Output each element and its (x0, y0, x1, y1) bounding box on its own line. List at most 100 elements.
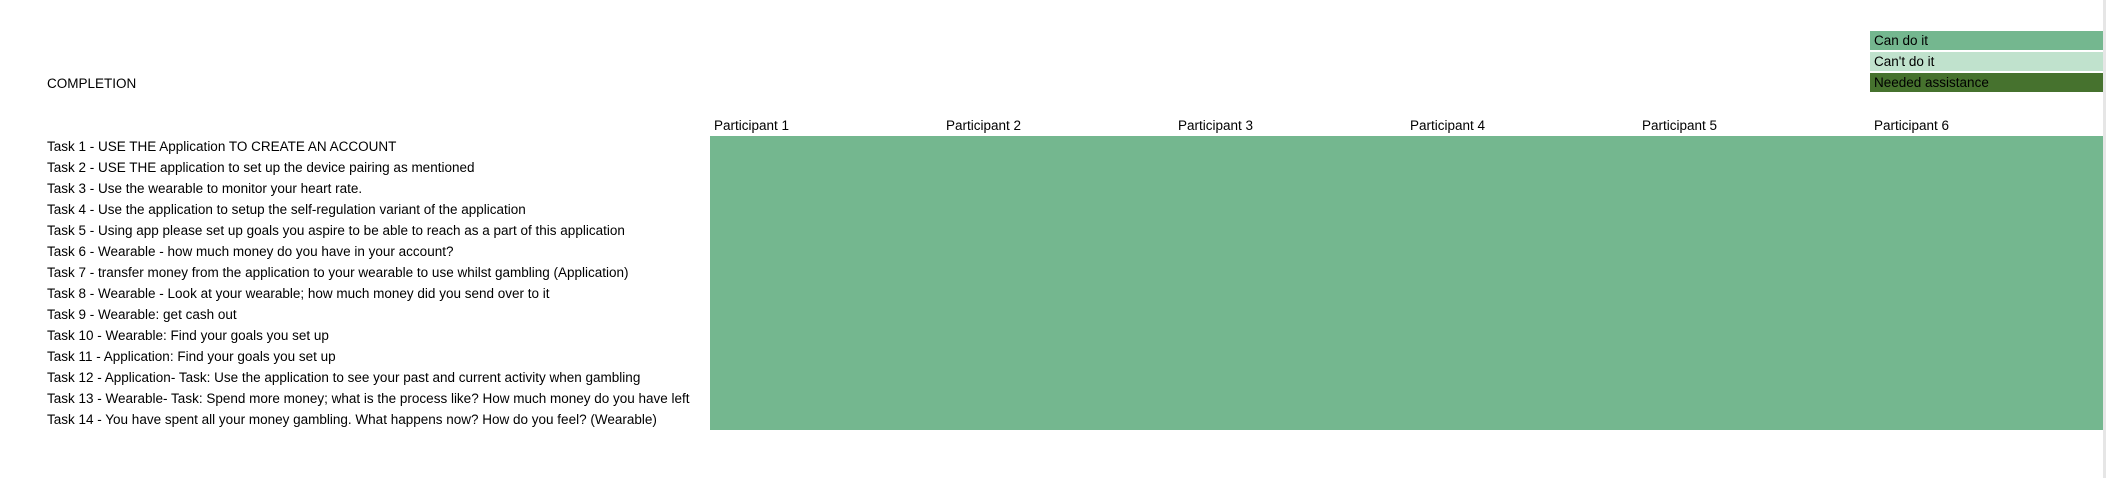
result-cell (1174, 220, 1407, 241)
task-row: Task 8 - Wearable - Look at your wearabl… (47, 286, 550, 301)
result-cell (1406, 199, 1639, 220)
result-cell (1174, 388, 1407, 409)
result-cell (1638, 241, 1871, 262)
result-cell (1174, 262, 1407, 283)
result-cell (710, 283, 943, 304)
completion-title: COMPLETION (47, 76, 137, 91)
result-cell (942, 220, 1175, 241)
result-cell (1638, 136, 1871, 157)
result-cell (1870, 367, 2103, 388)
result-cell (942, 178, 1175, 199)
task-list: Task 1 - USE THE Application TO CREATE A… (47, 136, 690, 430)
result-cell (1406, 220, 1639, 241)
task-row: Task 13 - Wearable- Task: Spend more mon… (47, 391, 690, 406)
result-cell (1638, 409, 1871, 430)
result-cell (1870, 304, 2103, 325)
result-cell (942, 409, 1175, 430)
result-cell (1174, 346, 1407, 367)
result-cell (942, 157, 1175, 178)
result-cell (1174, 178, 1407, 199)
result-cell (1638, 346, 1871, 367)
task-row: Task 3 - Use the wearable to monitor you… (47, 181, 363, 196)
result-cell (1638, 367, 1871, 388)
result-cell (1406, 325, 1639, 346)
result-cell (1870, 136, 2103, 157)
result-cell (1638, 283, 1871, 304)
result-cell (1870, 199, 2103, 220)
result-cell (1174, 367, 1407, 388)
result-cell (1174, 241, 1407, 262)
result-cell (942, 283, 1175, 304)
result-cell (1870, 157, 2103, 178)
result-cell (1638, 304, 1871, 325)
result-cell (1406, 304, 1639, 325)
result-cell (1638, 220, 1871, 241)
result-cell (942, 262, 1175, 283)
legend-item-can-do-it: Can do it (1870, 31, 2103, 50)
result-cell (710, 220, 943, 241)
result-cell (710, 388, 943, 409)
result-cell (1638, 199, 1871, 220)
task-row: Task 2 - USE THE application to set up t… (47, 160, 475, 175)
result-cell (1406, 178, 1639, 199)
result-cell (1174, 157, 1407, 178)
scrollbar-edge (2103, 0, 2106, 478)
result-cell (1638, 157, 1871, 178)
participant-header-row: Participant 1 Participant 2 Participant … (710, 116, 2103, 135)
result-cell (942, 325, 1175, 346)
result-cell (1406, 136, 1639, 157)
result-cell (1406, 241, 1639, 262)
result-cell (1174, 199, 1407, 220)
result-cell (1638, 178, 1871, 199)
result-cell (710, 346, 943, 367)
result-cell (942, 388, 1175, 409)
task-row: Task 5 - Using app please set up goals y… (47, 223, 625, 238)
result-cell (710, 157, 943, 178)
result-cell (1870, 262, 2103, 283)
result-cell (710, 199, 943, 220)
result-cell (1174, 304, 1407, 325)
result-cell (1870, 409, 2103, 430)
result-cell (942, 367, 1175, 388)
task-row: Task 1 - USE THE Application TO CREATE A… (47, 139, 397, 154)
task-row: Task 14 - You have spent all your money … (47, 412, 657, 427)
participant-header-5: Participant 5 (1642, 118, 1718, 133)
task-row: Task 7 - transfer money from the applica… (47, 265, 629, 280)
result-cell (1870, 325, 2103, 346)
legend-item-needed-assistance: Needed assistance (1870, 73, 2103, 92)
task-row: Task 11 - Application: Find your goals y… (47, 349, 336, 364)
legend-item-cant-do-it: Can't do it (1870, 52, 2103, 71)
completion-grid (710, 136, 2103, 430)
participant-header-1: Participant 1 (714, 118, 790, 133)
result-cell (1406, 388, 1639, 409)
result-cell (942, 241, 1175, 262)
result-cell (710, 304, 943, 325)
result-cell (710, 262, 943, 283)
task-row: Task 9 - Wearable: get cash out (47, 307, 237, 322)
result-cell (1870, 346, 2103, 367)
result-cell (1870, 220, 2103, 241)
result-cell (710, 178, 943, 199)
task-row: Task 6 - Wearable - how much money do yo… (47, 244, 454, 259)
result-cell (942, 346, 1175, 367)
task-row: Task 12 - Application- Task: Use the app… (47, 370, 641, 385)
legend: Can do it Can't do it Needed assistance (1870, 31, 2103, 94)
result-cell (1870, 241, 2103, 262)
result-cell (1174, 409, 1407, 430)
result-cell (1174, 325, 1407, 346)
result-cell (710, 325, 943, 346)
participant-header-3: Participant 3 (1178, 118, 1254, 133)
result-cell (1638, 325, 1871, 346)
result-cell (1406, 346, 1639, 367)
result-cell (1406, 409, 1639, 430)
result-cell (1638, 262, 1871, 283)
result-cell (1406, 157, 1639, 178)
result-cell (1870, 388, 2103, 409)
result-cell (942, 199, 1175, 220)
result-cell (710, 136, 943, 157)
participant-header-2: Participant 2 (946, 118, 1022, 133)
result-cell (942, 304, 1175, 325)
result-cell (1870, 283, 2103, 304)
result-cell (1638, 388, 1871, 409)
result-cell (1174, 136, 1407, 157)
